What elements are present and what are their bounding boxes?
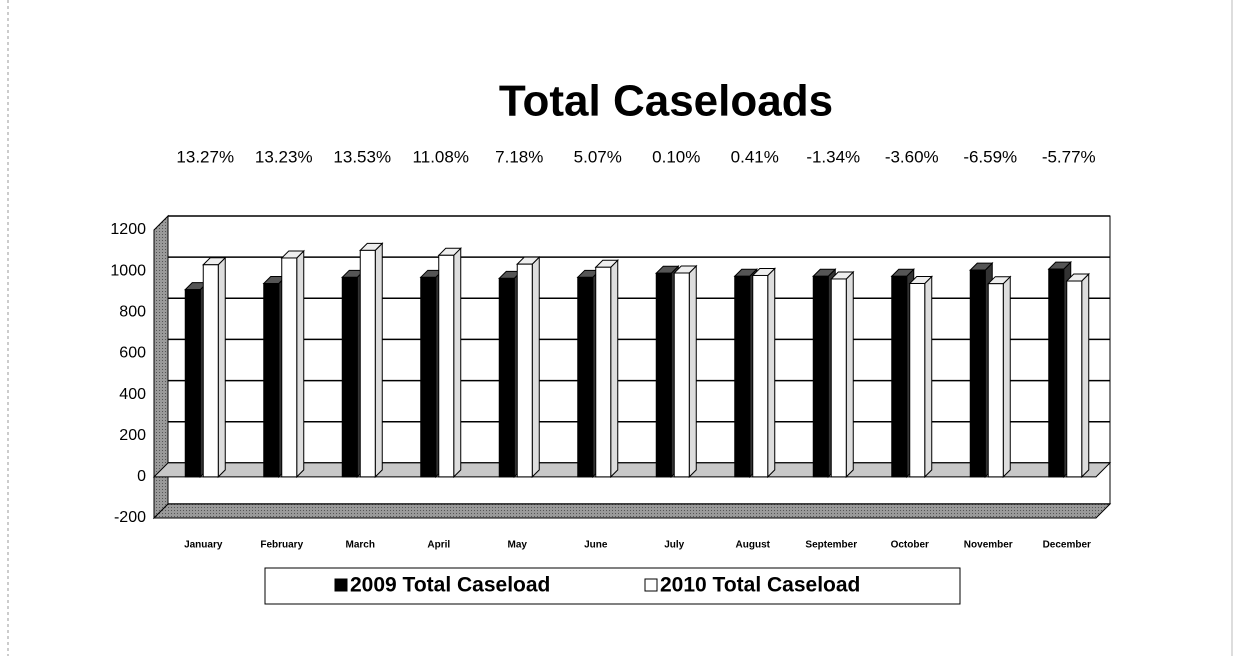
annotation: 0.41% xyxy=(731,147,779,166)
bar xyxy=(830,270,855,479)
bar-front xyxy=(673,272,690,478)
bar xyxy=(594,259,619,479)
bar-side xyxy=(296,249,305,479)
bar-side xyxy=(453,247,462,479)
x-tick-label: December xyxy=(1043,540,1091,551)
bar-front xyxy=(202,264,219,478)
y-tick-label: 1000 xyxy=(110,262,146,279)
bar-front xyxy=(263,282,280,478)
bar-front xyxy=(830,278,847,478)
y-tick-label: 800 xyxy=(119,304,146,321)
annotation: 13.27% xyxy=(176,147,234,166)
bar-front xyxy=(420,276,437,478)
back-wall xyxy=(167,215,1111,505)
x-tick-label: February xyxy=(260,540,303,551)
legend-swatch xyxy=(334,578,348,592)
bar-side xyxy=(531,255,540,479)
y-tick-label: -200 xyxy=(114,509,146,526)
bar xyxy=(908,275,933,479)
annotation: 0.10% xyxy=(652,147,700,166)
base xyxy=(152,503,1112,519)
bar-front xyxy=(438,254,455,478)
bar-side xyxy=(1081,272,1090,479)
x-tick-label: November xyxy=(964,540,1013,551)
y-tick-label: 600 xyxy=(119,345,146,362)
bar-front xyxy=(734,275,751,478)
bar-side xyxy=(688,264,697,479)
annotation: 7.18% xyxy=(495,147,543,166)
x-tick-label: April xyxy=(427,540,450,551)
y-tick-label: 1200 xyxy=(110,221,146,238)
bar-front xyxy=(595,266,612,478)
bar-front xyxy=(1048,268,1065,478)
bar-front xyxy=(341,276,358,478)
bar xyxy=(751,267,776,479)
bar xyxy=(280,249,305,479)
x-tick-label: January xyxy=(184,540,223,551)
bar-front xyxy=(752,274,769,478)
bar xyxy=(516,255,541,479)
bar xyxy=(437,247,462,479)
x-tick-label: June xyxy=(584,540,608,551)
x-tick-label: March xyxy=(346,540,375,551)
bar-front xyxy=(281,257,298,478)
legend-label: 2009 Total Caseload xyxy=(350,574,550,597)
bar-front xyxy=(184,289,201,478)
x-tick-label: July xyxy=(664,540,684,551)
bar xyxy=(673,264,698,479)
annotation: 13.53% xyxy=(333,147,391,166)
annotation: 13.23% xyxy=(255,147,313,166)
annotation: -1.34% xyxy=(806,147,860,166)
bar-front xyxy=(359,249,376,478)
legend-label: 2010 Total Caseload xyxy=(660,574,860,597)
bar xyxy=(359,242,384,479)
annotation: -5.77% xyxy=(1042,147,1096,166)
bar-front xyxy=(812,275,829,478)
x-tick-label: May xyxy=(508,540,528,551)
x-tick-label: October xyxy=(891,540,929,551)
bar-side xyxy=(767,267,776,479)
y-tick-label: 400 xyxy=(119,386,146,403)
y-tick-label: 0 xyxy=(137,468,146,485)
bar xyxy=(987,275,1012,479)
bar-front xyxy=(969,269,986,478)
bar-front xyxy=(577,276,594,478)
bar-front xyxy=(891,275,908,478)
y-tick-label: 200 xyxy=(119,427,146,444)
bar-side xyxy=(610,259,619,479)
bar-front xyxy=(516,263,533,478)
chart-title: Total Caseloads xyxy=(499,77,833,126)
bar-side xyxy=(924,275,933,479)
bar-side xyxy=(845,270,854,479)
bar-front xyxy=(1066,280,1083,478)
annotation: -3.60% xyxy=(885,147,939,166)
annotation: 5.07% xyxy=(574,147,622,166)
bar-front xyxy=(655,272,672,478)
bar-front xyxy=(909,282,926,478)
bar xyxy=(202,256,227,479)
floor xyxy=(152,462,1112,478)
x-tick-label: September xyxy=(805,540,857,551)
bar-side xyxy=(217,256,226,479)
bar-side xyxy=(1002,275,1011,479)
bar-front xyxy=(498,277,515,478)
bar-side xyxy=(374,242,383,479)
annotation: -6.59% xyxy=(963,147,1017,166)
legend xyxy=(264,567,961,605)
x-tick-label: August xyxy=(736,540,771,551)
annotation: 11.08% xyxy=(413,147,469,166)
legend-swatch xyxy=(644,578,658,592)
bar xyxy=(1065,272,1090,479)
bar-front xyxy=(987,283,1004,478)
